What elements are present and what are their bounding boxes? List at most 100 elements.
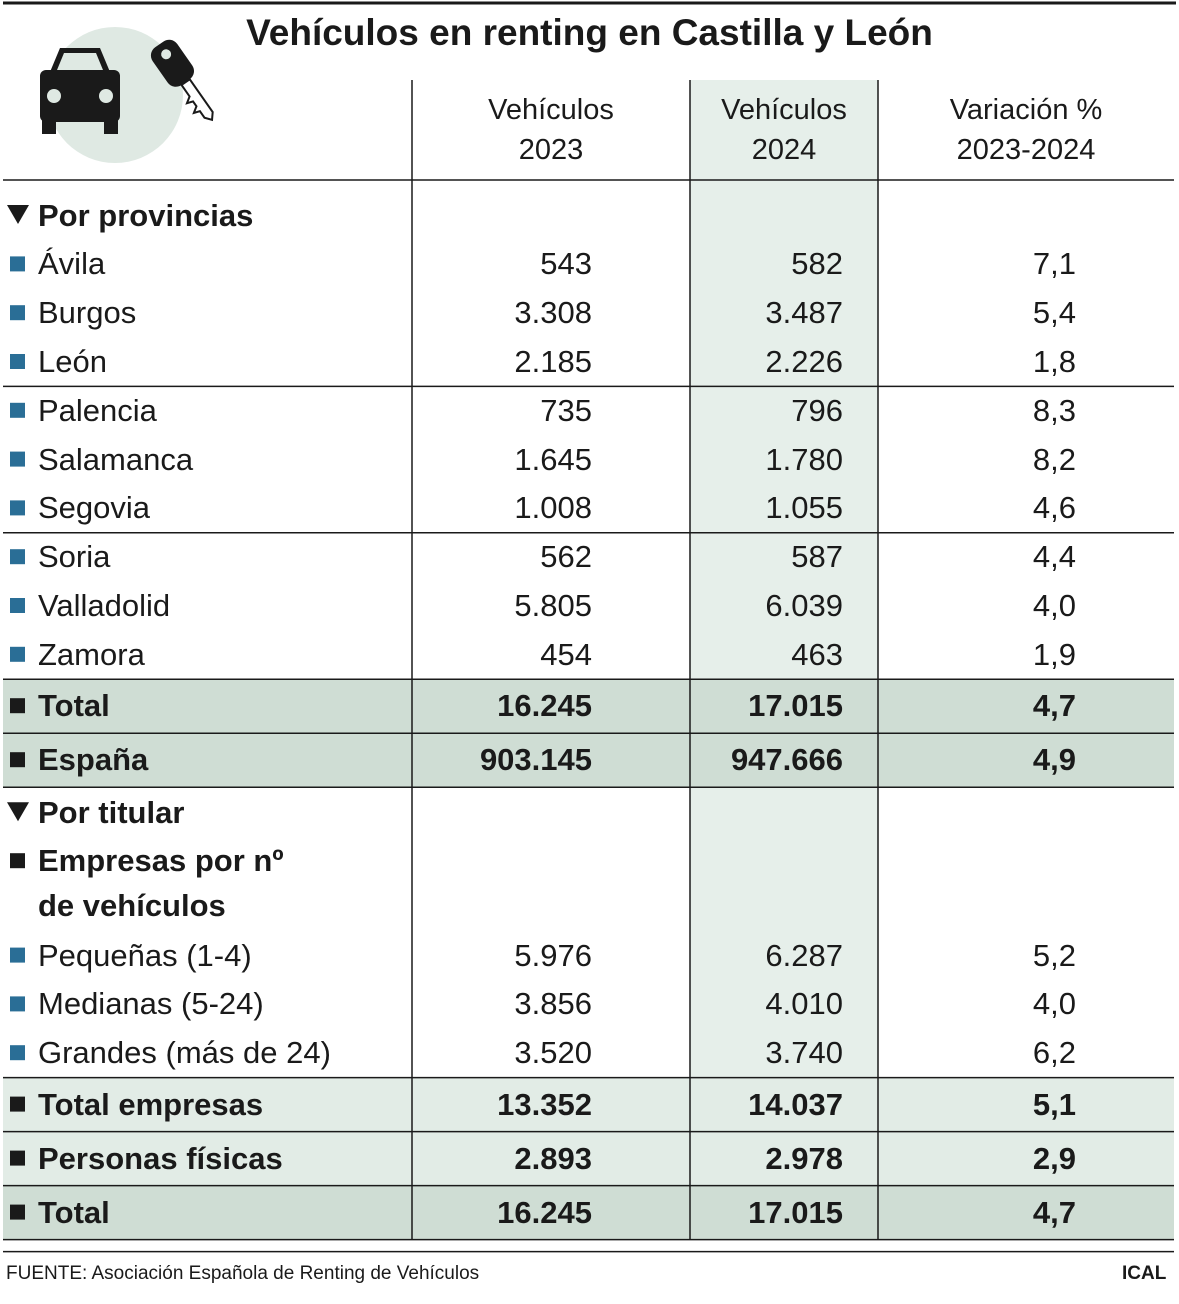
cell-value: 4,7 [1032,1194,1076,1230]
bullet [10,1204,25,1220]
row-shade [3,733,1174,788]
cell-value: 6.287 [765,937,843,973]
cell-value: 3.520 [514,1035,592,1071]
cell-value: 2.978 [765,1140,843,1176]
bullet [10,698,25,714]
row-label-bold: Personas físicas [38,1140,283,1176]
bullet [10,752,25,768]
section-title: Por titular [38,795,185,831]
row-label: Segovia [38,490,151,526]
cell-value: 13.352 [497,1086,592,1122]
cell-value: 796 [791,392,843,428]
row-label-bold: de vehículos [38,888,226,924]
cell-value: 903.145 [479,742,592,778]
bullet [10,451,25,467]
cell-value: 3.740 [765,1035,843,1071]
cell-value: 735 [540,392,592,428]
row-label-bold: Empresas por nº [38,843,284,879]
bullet [10,1150,25,1166]
row-label: Salamanca [38,441,194,477]
section-marker [7,205,29,224]
cell-value: 8,3 [1032,392,1076,428]
car-key-icon [40,27,214,163]
car-wheel [42,118,56,134]
cell-value: 3.308 [514,295,592,331]
bullet [10,256,25,272]
row-label: Palencia [38,392,157,428]
row-label: Valladolid [38,588,171,623]
car-body [40,70,120,122]
row-shade [3,1077,1174,1132]
row-shade [3,1131,1174,1186]
cell-value: 454 [540,636,592,672]
row-label: Medianas (5-24) [38,986,264,1022]
cell-value: 587 [791,539,843,575]
title: Vehículos en renting en Castilla y León [246,12,933,53]
cell-value: 947.666 [730,742,843,778]
cell-value: 4,0 [1032,986,1076,1022]
cell-value: 14.037 [748,1086,843,1122]
cell-value: 8,2 [1032,441,1076,477]
column-header: 2023 [518,134,584,166]
row-label: Pequeñas (1-4) [38,937,252,973]
bullet [10,996,25,1012]
column-header: 2024 [751,134,817,166]
cell-value: 1,8 [1032,344,1076,379]
cell-value: 5.976 [514,937,592,973]
car-light [99,89,113,103]
bullet [10,598,25,613]
bullet [10,305,25,321]
cell-value: 5,4 [1032,295,1076,331]
row-label-bold: Total empresas [38,1086,264,1122]
bullet [10,646,25,662]
cell-value: 4,6 [1032,490,1076,526]
row-shade [3,679,1174,734]
car-window [57,53,103,70]
row-label: Grandes (más de 24) [38,1035,331,1071]
cell-value: 3.487 [765,295,843,331]
section-title: Por provincias [38,198,254,233]
cell-value: 2,9 [1032,1140,1076,1176]
cell-value: 4,0 [1032,588,1076,623]
column-shade [690,80,878,1240]
bullet [10,1045,25,1061]
key [150,39,214,122]
car-wheel [104,118,118,134]
row-shade [3,1185,1174,1240]
cell-value: 6.039 [765,588,843,623]
column-header: Vehículos [488,94,614,126]
cell-value: 4,9 [1032,742,1076,778]
cell-value: 16.245 [497,688,592,724]
cell-value: 582 [791,246,843,282]
cell-value: 4,4 [1032,539,1076,575]
row-label: Burgos [38,295,137,331]
cell-value: 2.185 [514,344,592,379]
row-label: Soria [38,539,111,575]
row-label: Ávila [38,246,106,282]
cell-value: 5,2 [1032,937,1076,973]
bullet [10,853,25,869]
cell-value: 17.015 [748,688,843,724]
cell-value: 1,9 [1032,636,1076,672]
cell-value: 5.805 [514,588,592,623]
bullet [10,947,25,963]
column-header: Vehículos [721,94,847,126]
column-header: Variación % [949,94,1103,126]
row-label-bold: Total [38,688,110,724]
cell-value: 463 [791,636,843,672]
bullet [10,500,25,516]
cell-value: 1.780 [765,441,843,477]
cell-value: 2.893 [514,1140,592,1176]
cell-value: 1.055 [765,490,843,526]
row-label: León [38,344,107,379]
column-header: 2023-2024 [956,134,1096,166]
bullet [10,549,25,565]
row-label-bold: Total [38,1194,110,1230]
brand: ICAL [1122,1262,1167,1284]
cell-value: 543 [540,246,592,282]
section-marker [7,802,29,822]
cell-value: 562 [540,539,592,575]
cell-value: 16.245 [497,1194,592,1230]
row-label: Zamora [38,636,145,672]
